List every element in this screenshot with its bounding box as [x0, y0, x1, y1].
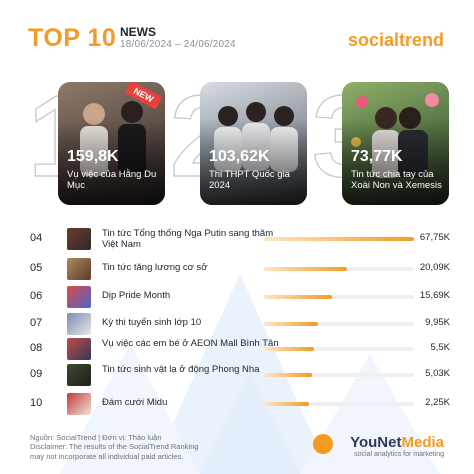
news-title: Tin tức tăng lương cơ sở [102, 262, 208, 273]
rank-number: 06 [30, 290, 43, 302]
top-card-1[interactable]: NEW 159,8K Vụ việc của Hằng Du Mục [58, 82, 165, 205]
value-bar-track [264, 402, 414, 406]
list-item[interactable]: 04 Tin tức Tổng thống Nga Putin sang thăm… [30, 228, 450, 250]
news-value: 9,95K [425, 317, 450, 328]
news-title: Vụ việc các em bé ở AEON Mall Bình Tân [102, 338, 279, 349]
rank-number: 09 [30, 368, 43, 380]
value-bar [264, 347, 314, 351]
value-bar-track [264, 373, 414, 377]
news-title: Kỳ thi tuyển sinh lớp 10 [102, 317, 202, 328]
value-bar-track [264, 237, 414, 241]
value-bar [264, 402, 309, 406]
page-title: TOP 10 [28, 24, 117, 52]
list-item[interactable]: 05 Tin tức tăng lương cơ sở 20,09K [30, 258, 450, 280]
top-card-3[interactable]: 73,77K Tin tức chia tay của Xoài Non và … [342, 82, 449, 205]
list-item[interactable]: 09 Tin tức sinh vật lạ ở động Phong Nha 5,… [30, 364, 450, 386]
news-thumbnail [67, 393, 91, 415]
news-thumbnail [67, 313, 91, 335]
card-value: 73,77K [351, 148, 403, 165]
card-caption: Vụ việc của Hằng Du Mục [67, 169, 157, 191]
value-bar [264, 237, 414, 241]
news-value: 2,25K [425, 397, 450, 408]
rank-number: 07 [30, 317, 43, 329]
socialtrend-logo: socialtrend [347, 30, 444, 50]
list-item[interactable]: 06 Dịp Pride Month 15,69K [30, 286, 450, 308]
card-value: 103,62K [209, 148, 270, 165]
list-item[interactable]: 10 Đám cưới Midu 2,25K [30, 393, 450, 415]
news-value: 5,03K [425, 368, 450, 379]
younet-logo-icon [313, 434, 333, 454]
value-bar-track [264, 322, 414, 326]
value-bar [264, 295, 332, 299]
background-triangles [60, 274, 440, 474]
news-value: 67,75K [419, 232, 450, 243]
rank-number: 05 [30, 262, 43, 274]
news-title: Tin tức Tổng thống Nga Putin sang thăm V… [102, 228, 274, 251]
value-bar-track [264, 267, 414, 271]
date-range: 18/06/2024 – 24/06/2024 [120, 39, 236, 50]
news-value: 5,5K [430, 342, 450, 353]
news-title: Dịp Pride Month [102, 290, 171, 301]
card-caption: Thi THPT Quốc gia 2024 [209, 169, 290, 191]
news-thumbnail [67, 338, 91, 360]
list-item[interactable]: 08 Vụ việc các em bé ở AEON Mall Bình Tân… [30, 338, 450, 360]
news-title: Tin tức sinh vật lạ ở động Phong Nha [102, 364, 260, 375]
rank-number: 08 [30, 342, 43, 354]
news-title: Đám cưới Midu [102, 397, 168, 408]
rank-number: 10 [30, 397, 43, 409]
value-bar [264, 322, 318, 326]
value-bar [264, 373, 312, 377]
list-item[interactable]: 07 Kỳ thi tuyển sinh lớp 10 9,95K [30, 313, 450, 335]
footer-source: Nguồn: SocialTrend | Đơn vị: Thảo luận D… [30, 433, 199, 461]
page-subtitle: NEWS [120, 25, 156, 39]
news-value: 15,69K [419, 290, 450, 301]
value-bar [264, 267, 347, 271]
news-thumbnail [67, 228, 91, 250]
top-card-2[interactable]: 103,62K Thi THPT Quốc gia 2024 [200, 82, 307, 205]
card-value: 159,8K [67, 148, 119, 165]
value-bar-track [264, 347, 414, 351]
card-caption: Tin tức chia tay của Xoài Non và Xemesis [351, 169, 442, 191]
news-thumbnail [67, 364, 91, 386]
value-bar-track [264, 295, 414, 299]
news-thumbnail [67, 258, 91, 280]
rank-number: 04 [30, 232, 43, 244]
news-thumbnail [67, 286, 91, 308]
news-value: 20,09K [419, 262, 450, 273]
younet-media-logo: YouNetMedia social analytics for marketi… [350, 434, 444, 458]
